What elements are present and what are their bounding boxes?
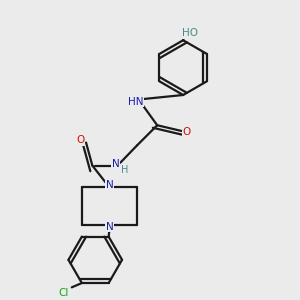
- Text: O: O: [183, 127, 191, 136]
- Text: O: O: [77, 135, 85, 145]
- Text: N: N: [106, 222, 113, 232]
- Text: H: H: [121, 165, 129, 175]
- Text: HN: HN: [128, 97, 143, 106]
- Text: Cl: Cl: [58, 287, 69, 298]
- Text: HO: HO: [182, 28, 198, 38]
- Text: N: N: [106, 180, 113, 190]
- Text: N: N: [112, 159, 119, 169]
